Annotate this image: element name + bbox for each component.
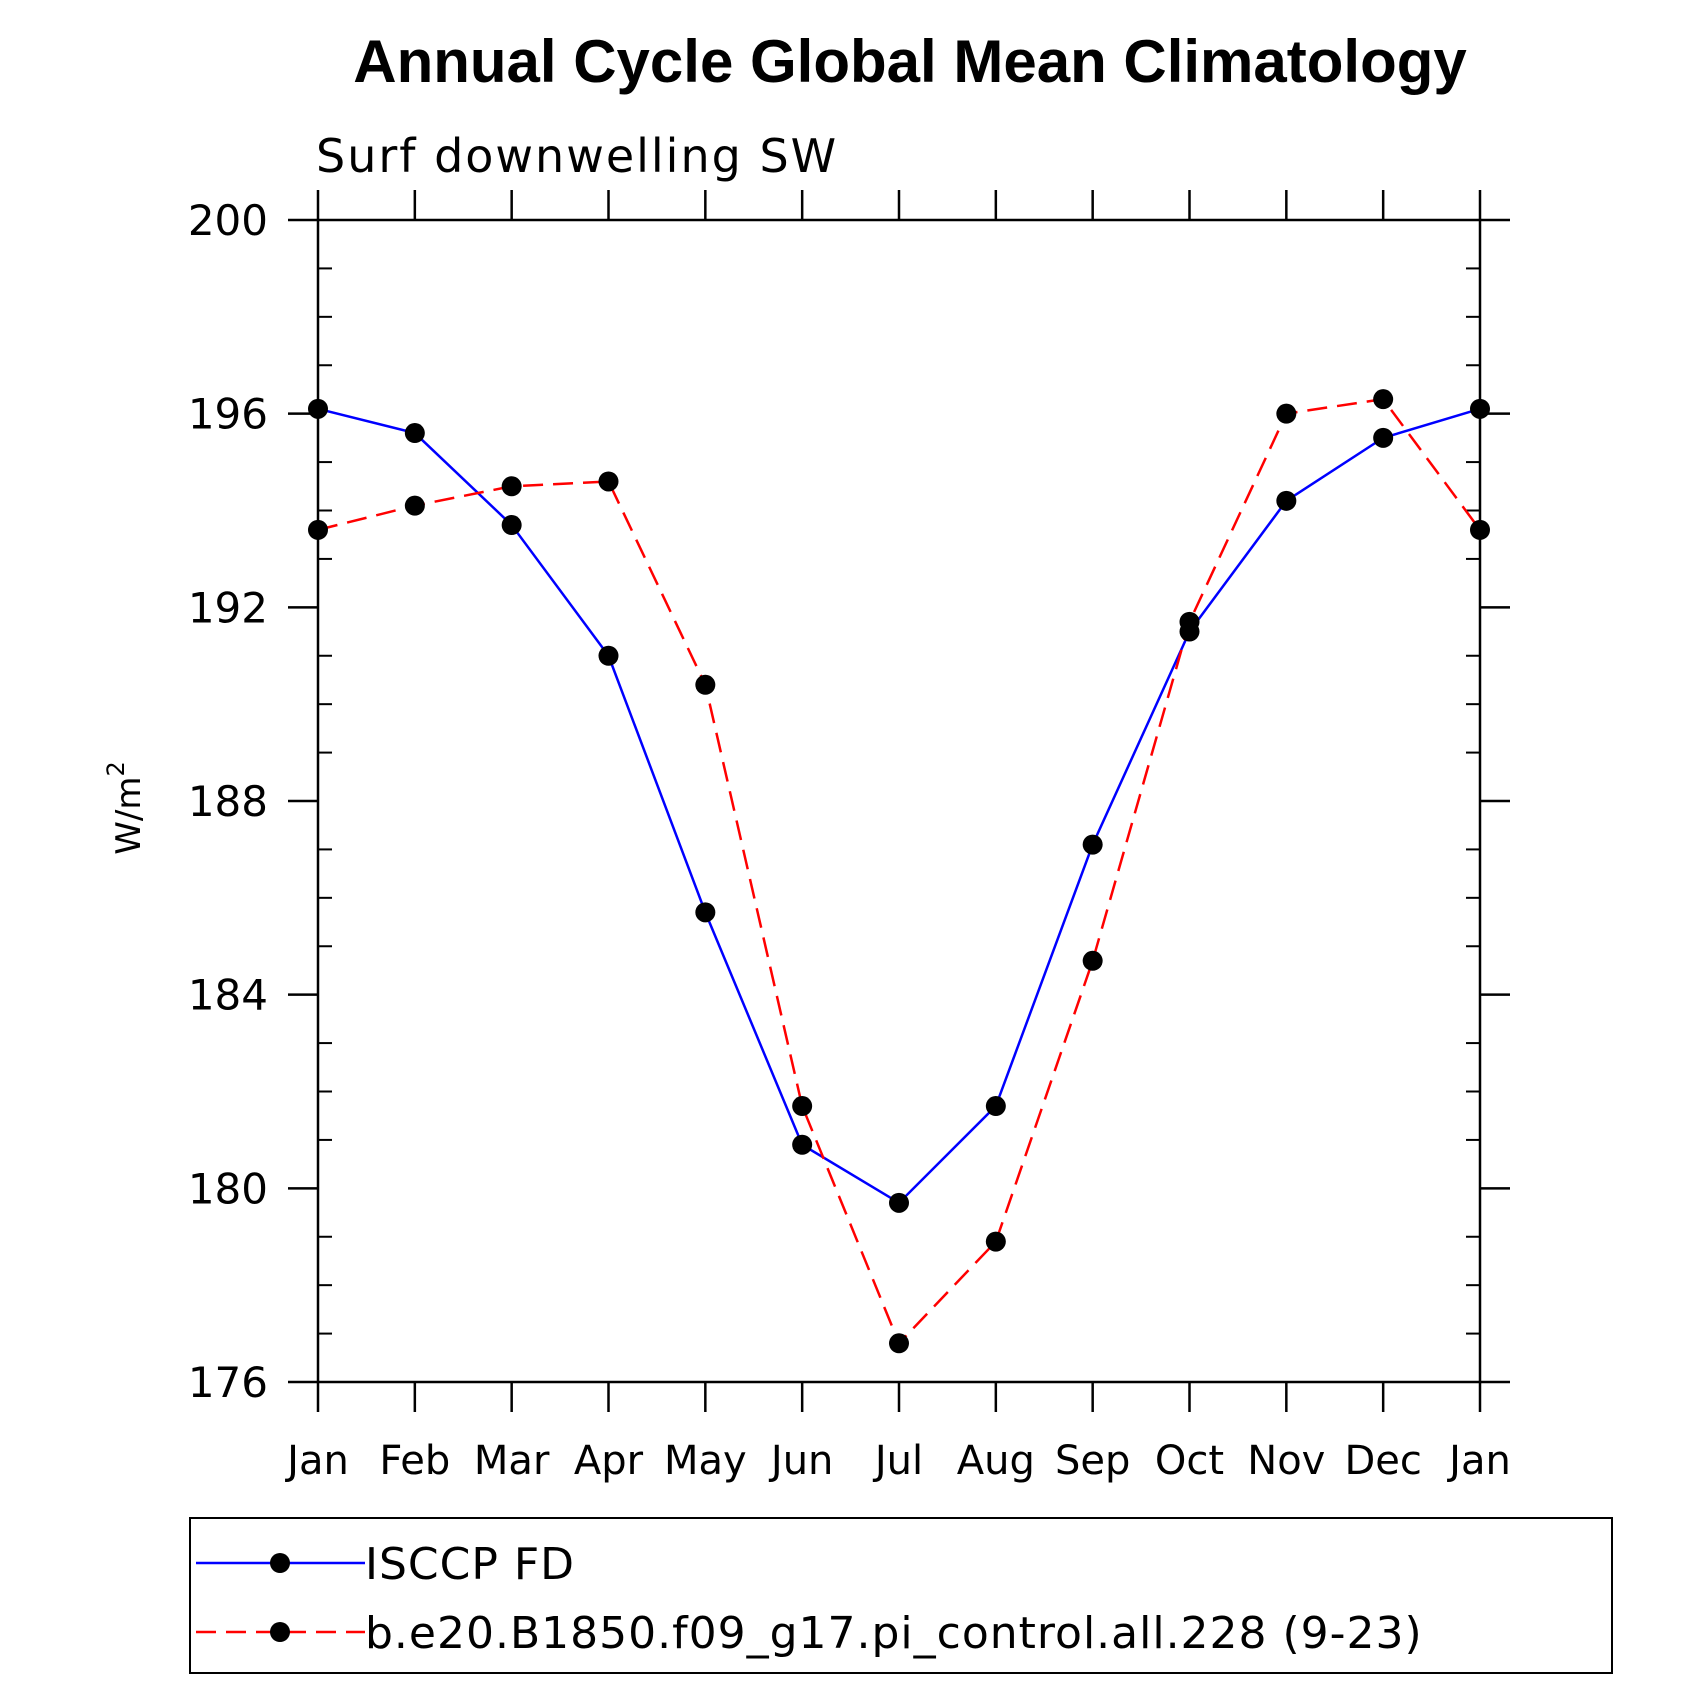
y-tick-label: 196 xyxy=(188,390,268,439)
data-point-series-1 xyxy=(695,902,716,923)
data-point-series-1 xyxy=(889,1192,909,1213)
data-point-series-2 xyxy=(985,1231,1006,1252)
y-axis-label-superscript: 2 xyxy=(102,761,130,776)
x-tick-label: Jun xyxy=(768,1438,834,1484)
data-point-series-2 xyxy=(1276,403,1297,424)
data-point-series-1 xyxy=(1373,427,1394,448)
x-tick-label: May xyxy=(664,1438,747,1484)
legend-label-series-2: b.e20.B1850.f09_g17.pi_control.all.228 (… xyxy=(365,1608,1423,1659)
data-point-series-2 xyxy=(308,519,328,540)
svg-text:W/m2: W/m2 xyxy=(102,761,149,854)
x-tick-label: Dec xyxy=(1344,1438,1421,1484)
legend: ISCCP FD b.e20.B1850.f09_g17.pi_control.… xyxy=(189,1517,1613,1674)
data-point-series-1 xyxy=(501,515,522,536)
x-tick-label: Feb xyxy=(379,1438,450,1484)
data-point-series-1 xyxy=(1276,490,1297,511)
y-tick-label: 192 xyxy=(188,583,268,632)
data-point-series-1 xyxy=(308,398,328,419)
y-tick-label: 184 xyxy=(188,971,268,1020)
x-tick-label: Sep xyxy=(1055,1438,1130,1484)
legend-box xyxy=(189,1517,1613,1674)
y-tick-label: 176 xyxy=(188,1358,268,1407)
x-tick-label: Oct xyxy=(1155,1438,1224,1484)
legend-marker-series-1 xyxy=(270,1553,290,1573)
data-point-series-1 xyxy=(792,1134,813,1155)
chart-subtitle: Surf downwelling SW xyxy=(316,129,838,183)
legend-entry: b.e20.B1850.f09_g17.pi_control.all.228 (… xyxy=(196,1608,1423,1659)
data-point-series-1 xyxy=(1082,834,1103,855)
data-point-series-2 xyxy=(889,1333,909,1354)
data-point-series-2 xyxy=(695,674,716,695)
data-point-series-1 xyxy=(404,423,425,444)
data-point-series-1 xyxy=(985,1096,1006,1117)
legend-entry: ISCCP FD xyxy=(196,1539,575,1590)
data-point-series-2 xyxy=(1373,389,1394,410)
chart-title: Annual Cycle Global Mean Climatology xyxy=(353,28,1467,95)
x-tick-label: Mar xyxy=(474,1438,550,1484)
data-point-series-2 xyxy=(1470,519,1490,540)
series-layer xyxy=(308,389,1490,1354)
y-tick-label: 188 xyxy=(188,777,268,826)
data-point-series-2 xyxy=(501,476,522,497)
x-tick-label: Jul xyxy=(872,1438,923,1484)
x-tick-label: Jan xyxy=(284,1438,349,1484)
y-tick-label: 180 xyxy=(188,1164,268,1213)
data-point-series-2 xyxy=(404,495,425,516)
x-tick-label: Aug xyxy=(957,1438,1035,1484)
data-point-series-2 xyxy=(1179,611,1200,632)
y-axis-label-text: W/m xyxy=(109,777,149,855)
data-point-series-2 xyxy=(792,1096,813,1117)
legend-marker-series-2 xyxy=(270,1622,290,1642)
x-tick-label: Jan xyxy=(1446,1438,1511,1484)
data-point-series-1 xyxy=(598,645,619,666)
x-tick-label: Nov xyxy=(1247,1438,1325,1484)
data-point-series-1 xyxy=(1470,398,1490,419)
y-tick-label: 200 xyxy=(188,196,268,245)
x-tick-label: Apr xyxy=(574,1438,644,1484)
legend-label-series-1: ISCCP FD xyxy=(365,1539,575,1590)
data-point-series-2 xyxy=(1082,950,1103,971)
data-point-series-2 xyxy=(598,471,619,492)
series-line-1 xyxy=(317,407,1481,1205)
axes: 176 180 184 188 192 196 200 Jan Feb Mar Apr May Jun J… xyxy=(188,190,1511,1484)
y-axis-label: W/m2 xyxy=(102,761,149,854)
